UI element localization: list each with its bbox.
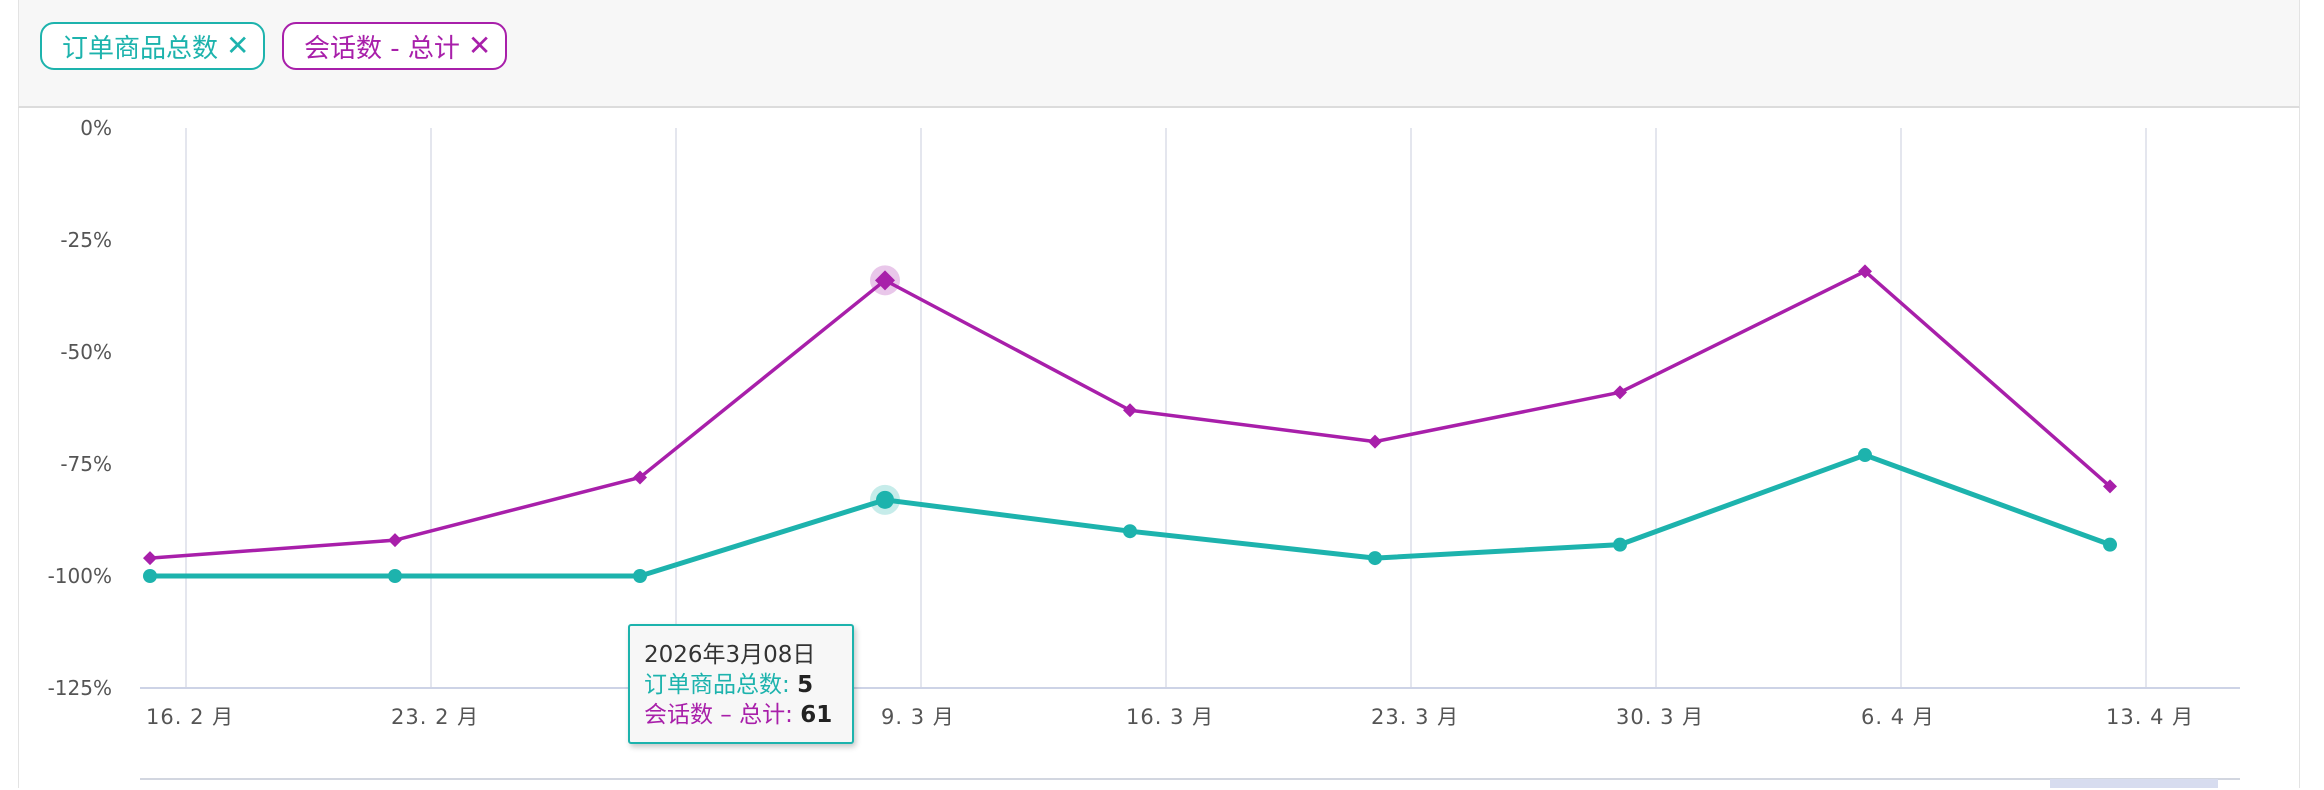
- data-point: [388, 569, 402, 583]
- data-point: [1613, 537, 1627, 552]
- data-point: [633, 470, 647, 485]
- y-tick-label: -75%: [60, 452, 112, 476]
- x-tick-label: 16. 2 月: [146, 705, 234, 729]
- data-point: [1613, 385, 1627, 400]
- chart-tooltip: 2026年3月08日 订单商品总数: 5 会话数 – 总计: 61: [628, 624, 854, 744]
- tooltip-label: 会话数 – 总计:: [644, 702, 801, 728]
- y-tick-label: 0%: [80, 116, 112, 140]
- tooltip-series-sessions: 会话数 – 总计: 61: [644, 700, 852, 730]
- data-point: [876, 490, 894, 509]
- close-icon[interactable]: ✕: [226, 29, 250, 62]
- data-point: [1858, 448, 1872, 463]
- tooltip-title: 2026年3月08日: [644, 642, 816, 668]
- x-tick-label: 23. 2 月: [391, 705, 479, 729]
- data-point: [2103, 479, 2117, 494]
- tooltip-value: 61: [800, 702, 833, 728]
- tooltip-label: 订单商品总数:: [644, 672, 798, 698]
- tooltip-series-orders: 订单商品总数: 5: [644, 670, 852, 700]
- data-point: [633, 569, 647, 583]
- filter-chip-sessions[interactable]: 会话数 - 总计 ✕: [282, 22, 508, 70]
- data-point: [875, 270, 895, 291]
- chart-panel: [18, 0, 2300, 788]
- data-point: [1123, 403, 1137, 418]
- data-point: [1858, 264, 1872, 279]
- series-line-orders: [150, 452, 2111, 579]
- data-point: [143, 569, 157, 583]
- close-icon[interactable]: ✕: [467, 29, 492, 62]
- x-tick-label: 30. 3 月: [1616, 705, 1704, 729]
- data-point: [1123, 524, 1137, 539]
- x-tick-label: 13. 4 月: [2106, 705, 2194, 729]
- x-tick-label: 9. 3 月: [881, 705, 955, 729]
- filter-chip-label: 会话数 - 总计: [304, 33, 460, 64]
- data-point: [1368, 551, 1382, 566]
- tooltip-value: 5: [797, 672, 814, 698]
- data-point: [143, 551, 157, 566]
- x-tick-label: 16. 3 月: [1126, 705, 1214, 729]
- range-navigator[interactable]: [140, 778, 2240, 790]
- x-tick-label: 23. 3 月: [1371, 705, 1459, 729]
- range-navigator-handle[interactable]: [2050, 779, 2218, 788]
- data-point: [388, 533, 402, 548]
- filter-chip-orders[interactable]: 订单商品总数 ✕: [40, 22, 266, 70]
- data-point: [1368, 434, 1382, 449]
- y-tick-label: -50%: [60, 340, 112, 364]
- x-tick-label: 6. 4 月: [1861, 705, 1935, 729]
- y-tick-label: -25%: [60, 228, 112, 252]
- data-point: [2103, 537, 2117, 552]
- y-tick-label: -125%: [48, 676, 112, 700]
- filter-chip-label: 订单商品总数: [62, 33, 219, 64]
- y-tick-label: -100%: [48, 564, 112, 588]
